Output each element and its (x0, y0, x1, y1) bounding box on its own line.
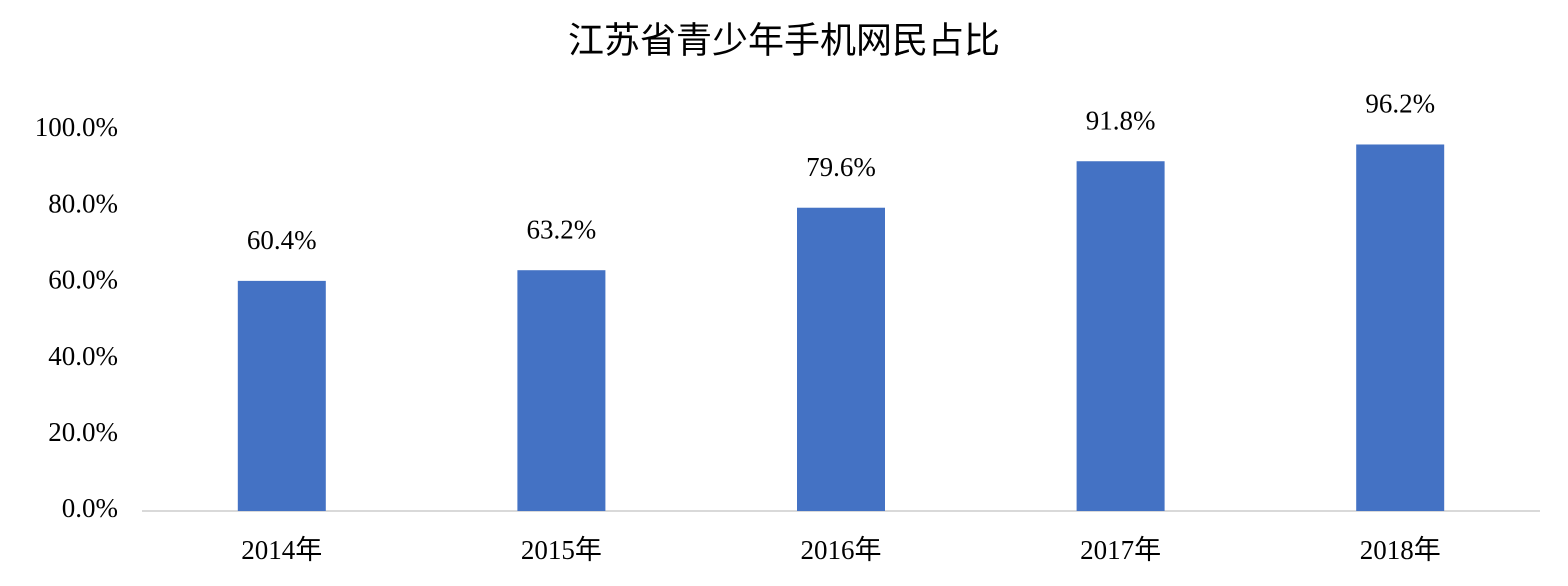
bar (1356, 144, 1445, 511)
value-label: 63.2% (527, 214, 597, 244)
bar (797, 207, 885, 511)
chart-title: 江苏省青少年手机网民占比 (568, 20, 1000, 60)
y-tick-label: 80.0% (48, 188, 118, 218)
bar (517, 270, 606, 511)
value-label: 60.4% (247, 225, 317, 255)
x-tick-label: 2016年 (801, 535, 882, 565)
x-tick-label: 2017年 (1080, 535, 1161, 565)
bar (1076, 161, 1165, 511)
bar (237, 280, 326, 511)
x-tick-label: 2015年 (521, 535, 602, 565)
value-label: 96.2% (1365, 89, 1435, 119)
y-tick-label: 0.0% (62, 493, 118, 523)
y-tick-label: 40.0% (48, 341, 118, 371)
y-tick-label: 100.0% (35, 112, 118, 142)
value-label: 91.8% (1086, 105, 1156, 135)
value-label: 79.6% (806, 152, 876, 182)
x-tick-label: 2014年 (241, 535, 322, 565)
y-tick-label: 60.0% (48, 265, 118, 295)
y-tick-label: 20.0% (48, 417, 118, 447)
x-tick-label: 2018年 (1360, 535, 1441, 565)
